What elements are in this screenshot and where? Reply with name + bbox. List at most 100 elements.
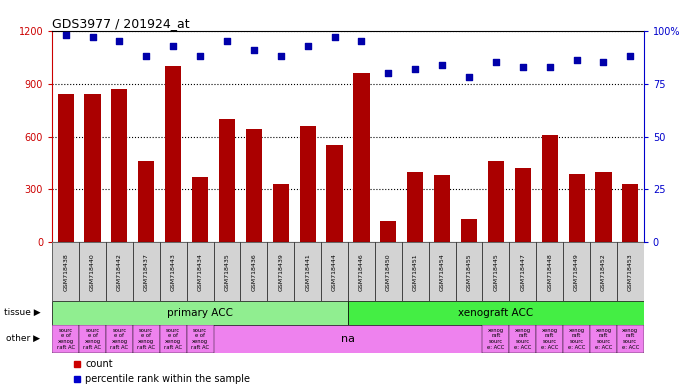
Bar [541,135,557,242]
FancyBboxPatch shape [590,242,617,301]
Text: sourc
e of
xenog
raft AC: sourc e of xenog raft AC [84,328,102,350]
FancyBboxPatch shape [240,242,267,301]
Point [464,74,475,80]
Text: GSM718452: GSM718452 [601,253,606,291]
Text: GSM718437: GSM718437 [144,253,149,291]
Bar [326,145,342,242]
Text: GSM718438: GSM718438 [63,253,68,291]
FancyBboxPatch shape [133,242,160,301]
Bar [595,172,612,242]
FancyBboxPatch shape [536,324,563,353]
Text: other ▶: other ▶ [6,334,40,343]
FancyBboxPatch shape [429,242,456,301]
Text: xenog
raft
sourc
e: ACC: xenog raft sourc e: ACC [622,328,639,350]
Text: GSM718449: GSM718449 [574,253,579,291]
FancyBboxPatch shape [375,242,402,301]
Point [517,64,528,70]
FancyBboxPatch shape [187,242,214,301]
Bar [246,129,262,242]
FancyBboxPatch shape [348,301,644,324]
Point [383,70,394,76]
Point [356,38,367,45]
FancyBboxPatch shape [482,242,509,301]
Bar [192,177,208,242]
FancyBboxPatch shape [536,242,563,301]
Point [598,60,609,66]
FancyBboxPatch shape [456,242,482,301]
FancyBboxPatch shape [79,242,106,301]
FancyBboxPatch shape [509,324,536,353]
FancyBboxPatch shape [79,324,106,353]
FancyBboxPatch shape [482,324,509,353]
Text: GDS3977 / 201924_at: GDS3977 / 201924_at [52,17,190,30]
Point [571,57,582,63]
Text: xenograft ACC: xenograft ACC [458,308,534,318]
FancyBboxPatch shape [52,301,348,324]
Text: sourc
e of
xenog
raft AC: sourc e of xenog raft AC [111,328,129,350]
Point [410,66,421,72]
Point [168,43,179,49]
Text: xenog
raft
sourc
e: ACC: xenog raft sourc e: ACC [514,328,532,350]
Text: sourc
e of
xenog
raft AC: sourc e of xenog raft AC [191,328,209,350]
Point [195,53,206,59]
Point [60,32,71,38]
Point [302,43,313,49]
Bar [354,73,370,242]
FancyBboxPatch shape [509,242,536,301]
Point [544,64,555,70]
Text: GSM718434: GSM718434 [198,253,203,291]
FancyBboxPatch shape [187,324,214,353]
Bar [461,219,477,242]
Text: GSM718442: GSM718442 [117,253,122,291]
FancyBboxPatch shape [267,242,294,301]
Text: GSM718454: GSM718454 [440,253,445,291]
Text: GSM718436: GSM718436 [251,253,256,291]
Point [248,47,260,53]
Point [436,61,448,68]
Bar [111,89,127,242]
FancyBboxPatch shape [214,242,240,301]
Text: GSM718445: GSM718445 [493,253,498,291]
Text: GSM718446: GSM718446 [359,253,364,291]
FancyBboxPatch shape [617,242,644,301]
Text: GSM718453: GSM718453 [628,253,633,291]
Point [221,38,232,45]
Bar [299,126,316,242]
FancyBboxPatch shape [294,242,321,301]
Text: GSM718435: GSM718435 [225,253,230,291]
FancyBboxPatch shape [563,242,590,301]
Text: GSM718448: GSM718448 [547,253,552,291]
Text: GSM718441: GSM718441 [305,253,310,291]
Bar [434,175,450,242]
FancyBboxPatch shape [133,324,160,353]
Text: GSM718440: GSM718440 [90,253,95,291]
FancyBboxPatch shape [563,324,590,353]
Bar [273,184,289,242]
Bar [58,94,74,242]
Legend: count, percentile rank within the sample: count, percentile rank within the sample [69,355,254,384]
Text: GSM718455: GSM718455 [466,253,471,291]
Bar [380,221,397,242]
Point [329,34,340,40]
Text: GSM718451: GSM718451 [413,253,418,291]
Bar [569,174,585,242]
FancyBboxPatch shape [160,242,187,301]
Bar [84,94,101,242]
Point [141,53,152,59]
FancyBboxPatch shape [52,324,644,353]
Bar [219,119,235,242]
Bar [488,161,504,242]
Point [275,53,286,59]
Point [114,38,125,45]
Bar [139,161,155,242]
Text: GSM718439: GSM718439 [278,253,283,291]
Text: sourc
e of
xenog
raft AC: sourc e of xenog raft AC [137,328,155,350]
FancyBboxPatch shape [160,324,187,353]
Point [625,53,636,59]
FancyBboxPatch shape [617,324,644,353]
FancyBboxPatch shape [321,242,348,301]
Text: xenog
raft
sourc
e: ACC: xenog raft sourc e: ACC [595,328,612,350]
FancyBboxPatch shape [402,242,429,301]
FancyBboxPatch shape [590,324,617,353]
FancyBboxPatch shape [106,242,133,301]
